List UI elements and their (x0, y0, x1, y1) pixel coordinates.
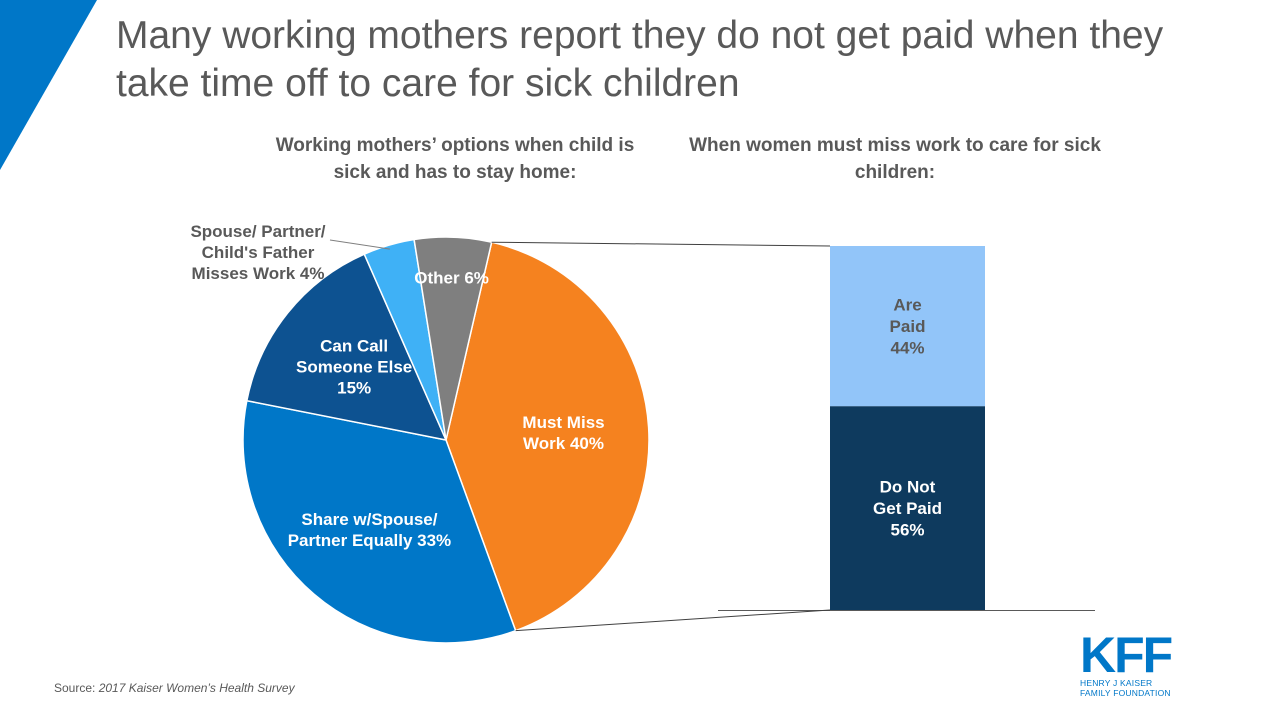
kff-logo-line2: FAMILY FOUNDATION (1080, 688, 1171, 698)
corner-accent (0, 0, 97, 170)
kff-logo: KFF HENRY J KAISER FAMILY FOUNDATION (1080, 627, 1180, 698)
pie-chart-title: Working mothers’ options when child is s… (275, 135, 635, 183)
bar-segment-2 (830, 246, 985, 407)
pie-label-1: Must Miss Work 40% (522, 413, 604, 453)
pie-slice-2 (242, 399, 517, 644)
page-title: Many working mothers report they do not … (116, 14, 1164, 105)
source-text: 2017 Kaiser Women’s Health Survey (98, 681, 295, 695)
connector-line-top (491, 241, 831, 247)
pie-label-4: Spouse/ Partner/Child's Father Misses Wor… (190, 222, 325, 283)
source-note: Source: 2017 Kaiser Women’s Health Surve… (54, 681, 295, 695)
bar-segment-1 (830, 406, 985, 610)
connector-line-bottom (515, 609, 831, 632)
pie-label-2: Share w/Spouse/Partner Equally 33% (288, 510, 451, 550)
pie-label-5: Other 6% (414, 269, 489, 288)
bar-label-2: Are Paid 44% (890, 296, 926, 358)
source-prefix: Source: (54, 681, 96, 695)
pie-leader-line (329, 239, 390, 250)
kff-logo-line1: HENRY J KAISER (1080, 678, 1153, 688)
kff-logo-mark: KFF (1080, 627, 1173, 683)
pie-slice-5 (413, 236, 493, 441)
pie-slice-1 (445, 241, 650, 632)
bar-label-1: Do Not Get Paid 56% (873, 478, 942, 540)
pie-slice-3 (245, 253, 448, 442)
bar-chart-title: When women must miss work to care for si… (689, 135, 1101, 183)
pie-label-3: Can Call Someone Else 15% (296, 336, 412, 397)
